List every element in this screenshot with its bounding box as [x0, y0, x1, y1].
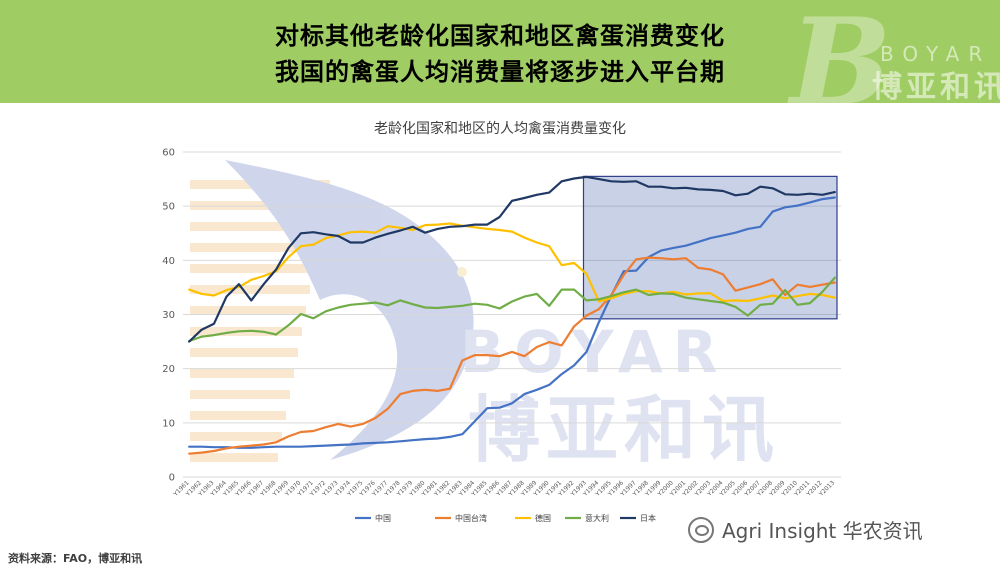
wechat-watermark-text: Agri Insight 华农资讯: [722, 519, 923, 543]
watermark-stripe: [190, 285, 310, 294]
logo-watermark-b: B: [790, 0, 892, 103]
header-banner: B BOYAR 博亚和讯 对标其他老龄化国家和地区禽蛋消费变化 我国的禽蛋人均消…: [0, 0, 1000, 103]
watermark-stripe: [190, 348, 298, 357]
highlight-box: [582, 175, 838, 320]
watermark-logo-cn: 博亚和讯: [468, 388, 780, 472]
series-line: [188, 276, 836, 343]
watermark-logo-en: BOYAR: [460, 318, 727, 386]
legend-label: 意大利: [585, 513, 609, 523]
watermark-stripe: [190, 432, 282, 441]
header-logo-en: BOYAR: [880, 42, 992, 66]
legend-label: 中国台湾: [455, 513, 487, 523]
headline-line-1: 对标其他老龄化国家和地区禽蛋消费变化: [275, 22, 725, 50]
watermark-stripe: [190, 369, 294, 378]
watermark-stripe: [190, 243, 318, 252]
wechat-icon: [688, 516, 714, 543]
watermark-stripe: [190, 453, 278, 462]
y-tick-label: 0: [169, 473, 175, 484]
legend-label: 德国: [535, 513, 551, 523]
legend-label: 日本: [640, 513, 656, 523]
watermark-stripe: [190, 306, 306, 315]
y-tick-label: 40: [162, 256, 175, 267]
chart-title: 老龄化国家和地区的人均禽蛋消费量变化: [374, 121, 626, 137]
watermark-bird-shape: [225, 160, 474, 460]
series-line: [188, 256, 836, 455]
wechat-watermark: Agri Insight 华农资讯: [688, 515, 923, 544]
y-tick-label: 50: [162, 202, 175, 213]
watermark-stripe: [190, 222, 322, 231]
source-note: 资料来源：FAO，博亚和讯: [8, 552, 143, 565]
watermark-stripe: [190, 411, 286, 420]
watermark-stripe: [190, 264, 314, 273]
y-tick-label: 20: [162, 364, 175, 375]
boyar-watermark-logo: BOYAR 博亚和讯: [190, 160, 780, 472]
y-tick-label: 10: [162, 418, 175, 429]
headline-line-2: 我国的禽蛋人均消费量将逐步进入平台期: [275, 58, 725, 86]
series-line: [188, 196, 836, 449]
y-tick-label: 60: [162, 148, 175, 159]
watermark-stripe: [190, 201, 326, 210]
header-logo-cn: 博亚和讯: [872, 70, 1000, 103]
legend-label: 中国: [375, 513, 391, 523]
watermark-stripe: [190, 390, 290, 399]
series-line: [188, 175, 836, 343]
watermark-bird-eye: [457, 267, 467, 277]
y-tick-label: 30: [162, 310, 175, 321]
series-line: [188, 222, 836, 303]
